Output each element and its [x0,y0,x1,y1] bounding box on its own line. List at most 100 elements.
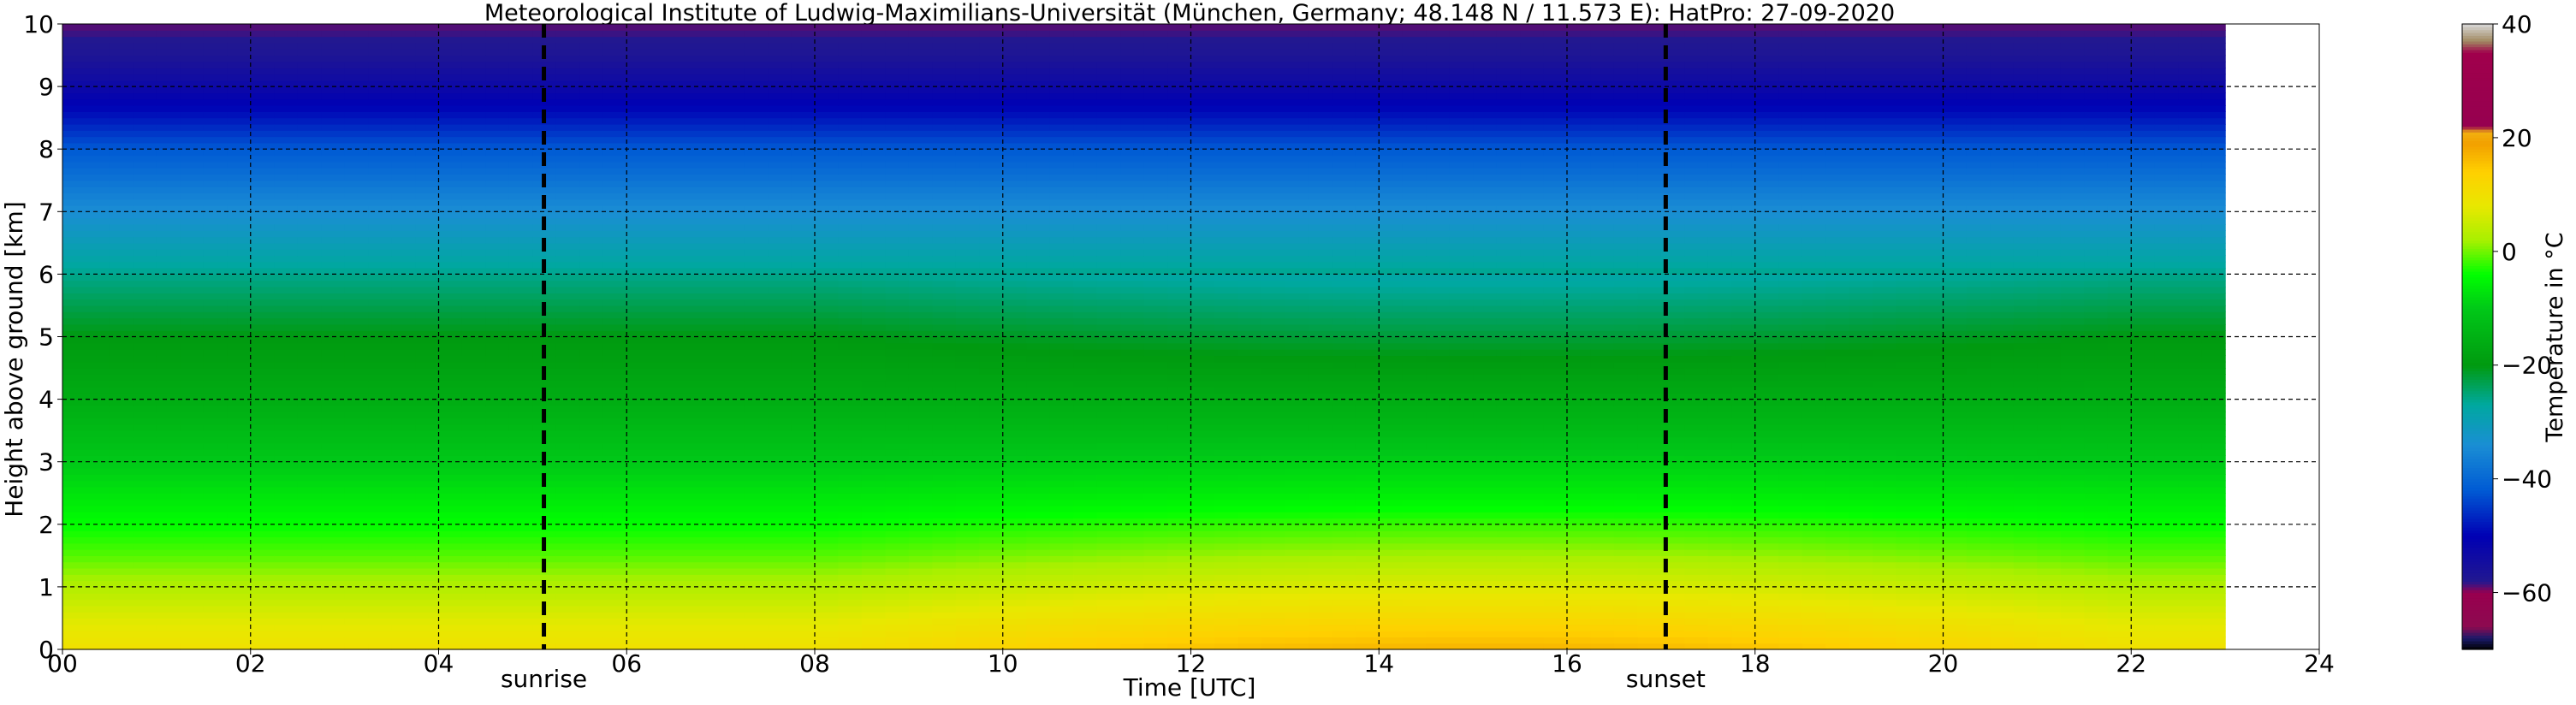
heatmap-cell [438,542,463,550]
heatmap-cell [674,442,698,450]
heatmap-cell [1049,631,1074,637]
heatmap-cell [156,323,181,331]
heatmap-cell [885,74,910,81]
heatmap-cell [697,493,721,501]
heatmap-cell [368,493,393,501]
heatmap-cell [203,449,228,456]
heatmap-cell [415,536,440,544]
heatmap-cell [555,574,580,582]
heatmap-cell [86,49,110,56]
heatmap-cell [156,211,181,219]
heatmap-cell [415,293,440,300]
heatmap-cell [391,274,416,281]
heatmap-cell [297,580,322,588]
heatmap-cell [1002,631,1027,637]
heatmap-cell [861,55,887,62]
heatmap-cell [391,193,416,200]
heatmap-cell [1073,161,1098,169]
heatmap-cell [227,180,252,187]
heatmap-cell [1096,261,1121,269]
heatmap-cell [838,74,863,81]
heatmap-cell [274,149,299,157]
heatmap-cell [674,368,698,375]
heatmap-cell [1096,368,1121,375]
heatmap-cell [1190,80,1215,87]
heatmap-cell [321,486,346,494]
heatmap-cell [250,193,275,200]
heatmap-cell [697,30,721,38]
heatmap-cell [744,561,769,569]
heatmap-cell [321,555,346,563]
heatmap-cell [579,380,604,388]
heatmap-cell [203,268,228,275]
heatmap-cell [979,505,1004,512]
heatmap-cell [86,624,110,631]
heatmap-cell [791,130,816,138]
heatmap-cell [650,74,674,81]
heatmap-cell [62,436,87,444]
heatmap-cell [791,330,816,338]
heatmap-cell [1002,461,1027,469]
heatmap-cell [274,317,299,325]
heatmap-cell [109,155,134,163]
heatmap-cell [744,524,769,531]
heatmap-cell [1167,168,1192,175]
heatmap-cell [697,98,721,106]
heatmap-cell [133,255,157,263]
heatmap-cell [203,536,228,544]
heatmap-cell [1002,98,1027,106]
heatmap-cell [415,299,440,306]
heatmap-cell [485,305,510,312]
heatmap-cell [1049,499,1074,507]
heatmap-cell [344,405,369,412]
heatmap-cell [697,198,721,206]
heatmap-cell [109,123,134,131]
heatmap-cell [979,580,1004,588]
heatmap-cell [1096,111,1121,119]
heatmap-cell [1143,123,1168,131]
heatmap-cell [626,293,651,300]
heatmap-cell [109,424,134,431]
heatmap-cell [203,55,228,62]
heatmap-cell [674,405,698,412]
heatmap-cell [368,61,393,68]
heatmap-cell [1190,236,1215,244]
heatmap-cell [180,193,205,200]
heatmap-cell [109,211,134,219]
heatmap-cell [250,155,275,163]
heatmap-cell [1167,136,1192,144]
heatmap-cell [1214,161,1239,169]
heatmap-cell [744,142,769,150]
heatmap-cell [744,461,769,469]
heatmap-cell [1026,612,1051,619]
heatmap-cell [626,299,651,306]
heatmap-cell [344,36,369,44]
heatmap-cell [1120,430,1145,438]
heatmap-cell [768,317,792,325]
heatmap-cell [485,368,510,375]
heatmap-cell [156,223,181,231]
heatmap-cell [180,412,205,419]
heatmap-cell [579,255,604,263]
heatmap-cell [1214,574,1239,582]
heatmap-cell [1143,418,1168,425]
heatmap-cell [180,637,205,644]
heatmap-cell [415,486,440,494]
heatmap-cell [1002,549,1027,556]
heatmap-cell [180,330,205,338]
heatmap-cell [908,74,933,81]
heatmap-cell [861,342,887,350]
heatmap-cell [838,368,863,375]
heatmap-cell [532,211,557,219]
heatmap-cell [344,274,369,281]
heatmap-cell [908,236,933,244]
heatmap-cell [768,442,792,450]
heatmap-cell [1143,36,1168,44]
heatmap-cell [1002,442,1027,450]
heatmap-cell [227,305,252,312]
heatmap-cell [368,393,393,400]
heatmap-cell [979,74,1004,81]
heatmap-cell [180,111,205,119]
heatmap-cell [955,349,980,357]
heatmap-cell [227,424,252,431]
